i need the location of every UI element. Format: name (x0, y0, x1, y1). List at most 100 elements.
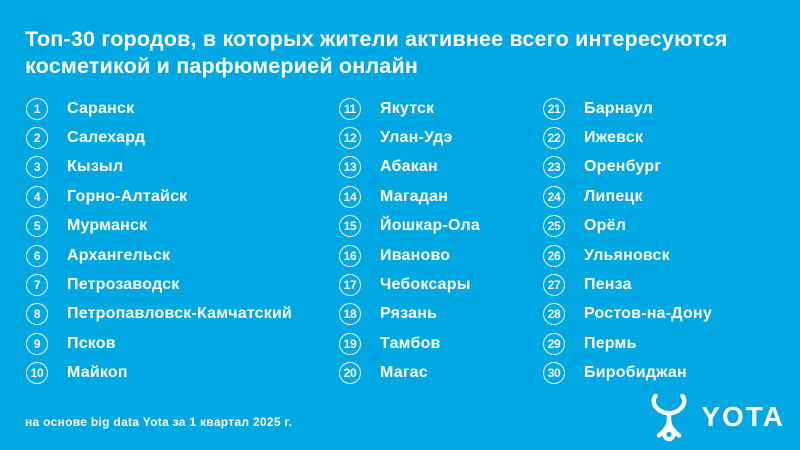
list-item: 8 Петропавловск-Камчатский (26, 300, 292, 329)
title-line-2: косметикой и парфюмерией онлайн (25, 54, 419, 78)
city-label: Архангельск (67, 246, 171, 264)
list-item: 1 Саранск (26, 94, 292, 123)
rank-badge: 11 (339, 97, 361, 120)
rank-badge: 26 (543, 244, 565, 267)
city-label: Ижевск (584, 129, 644, 147)
city-label: Ростов-на-Дону (584, 305, 712, 323)
city-label: Иваново (380, 246, 451, 264)
city-label: Псков (67, 334, 116, 352)
rank-badge: 1 (26, 97, 48, 120)
city-label: Орёл (584, 217, 627, 235)
list-item: 15 Йошкар-Ола (339, 212, 480, 241)
city-label: Мурманск (67, 217, 148, 235)
rank-badge: 10 (26, 362, 48, 385)
rank-badge: 14 (339, 185, 361, 208)
rank-badge: 21 (543, 97, 565, 120)
city-label: Липецк (584, 187, 643, 205)
city-label: Улан-Удэ (380, 129, 453, 147)
city-list-column-3: 21 Барнаул 22 Ижевск 23 Оренбург 24 Липе… (543, 94, 712, 388)
city-label: Ульяновск (584, 246, 670, 264)
yota-logo: YOTA (646, 391, 785, 442)
list-item: 13 Абакан (339, 153, 480, 182)
yota-wordmark: YOTA (701, 400, 785, 432)
city-label: Якутск (380, 99, 435, 117)
list-item: 6 Архангельск (26, 241, 292, 270)
rank-badge: 22 (543, 127, 565, 150)
rank-badge: 6 (26, 244, 48, 267)
list-item: 3 Кызыл (26, 153, 292, 182)
city-label: Магадан (380, 187, 449, 205)
list-item: 2 Салехард (26, 123, 292, 152)
city-label: Рязань (380, 305, 438, 323)
list-item: 17 Чебоксары (339, 270, 480, 299)
rank-badge: 16 (339, 244, 361, 267)
list-item: 16 Иваново (339, 241, 480, 270)
yota-figure-icon (651, 393, 687, 442)
rank-badge: 19 (339, 332, 361, 355)
rank-badge: 20 (339, 362, 361, 385)
city-label: Саранск (67, 99, 135, 117)
city-label: Барнаул (584, 99, 653, 117)
city-label: Петрозаводск (67, 276, 180, 294)
rank-badge: 30 (543, 362, 565, 385)
list-item: 10 Майкоп (26, 359, 292, 388)
rank-badge: 2 (26, 127, 48, 150)
city-label: Тамбов (380, 334, 441, 352)
city-list-column-2: 11 Якутск 12 Улан-Удэ 13 Абакан 14 Магад… (339, 94, 480, 388)
list-item: 30 Биробиджан (543, 359, 712, 388)
title-line-1: Топ-30 городов, в которых жители активне… (25, 27, 728, 51)
rank-badge: 25 (543, 215, 565, 238)
city-label: Пенза (584, 276, 632, 294)
rank-badge: 8 (26, 303, 48, 326)
rank-badge: 5 (26, 215, 48, 238)
list-item: 26 Ульяновск (543, 241, 712, 270)
list-item: 5 Мурманск (26, 212, 292, 241)
city-label: Чебоксары (380, 276, 471, 294)
list-item: 22 Ижевск (543, 123, 712, 152)
city-label: Биробиджан (584, 364, 687, 382)
source-note: на основе big data Yota за 1 квартал 202… (25, 415, 293, 429)
city-label: Кызыл (67, 158, 124, 176)
city-label: Оренбург (584, 158, 662, 176)
city-label: Пермь (584, 334, 637, 352)
list-item: 7 Петрозаводск (26, 270, 292, 299)
city-label: Йошкар-Ола (380, 217, 480, 235)
rank-badge: 23 (543, 156, 565, 179)
list-item: 21 Барнаул (543, 94, 712, 123)
city-label: Салехард (67, 129, 146, 147)
city-label: Абакан (380, 158, 438, 176)
city-label: Майкоп (67, 364, 128, 382)
rank-badge: 12 (339, 127, 361, 150)
list-item: 23 Оренбург (543, 153, 712, 182)
page-title: Топ-30 городов, в которых жители активне… (25, 26, 727, 80)
list-item: 11 Якутск (339, 94, 480, 123)
list-item: 4 Горно-Алтайск (26, 182, 292, 211)
list-item: 9 Псков (26, 329, 292, 358)
rank-badge: 29 (543, 332, 565, 355)
rank-badge: 13 (339, 156, 361, 179)
list-item: 29 Пермь (543, 329, 712, 358)
city-list-column-1: 1 Саранск 2 Салехард 3 Кызыл 4 Горно-Алт… (26, 94, 292, 388)
city-label: Магас (380, 364, 428, 382)
rank-badge: 15 (339, 215, 361, 238)
rank-badge: 7 (26, 274, 48, 297)
city-label: Петропавловск-Камчатский (67, 305, 293, 323)
list-item: 28 Ростов-на-Дону (543, 300, 712, 329)
list-item: 14 Магадан (339, 182, 480, 211)
rank-badge: 9 (26, 332, 48, 355)
rank-badge: 4 (26, 185, 48, 208)
rank-badge: 3 (26, 156, 48, 179)
list-item: 12 Улан-Удэ (339, 123, 480, 152)
list-item: 18 Рязань (339, 300, 480, 329)
list-item: 24 Липецк (543, 182, 712, 211)
rank-badge: 28 (543, 303, 565, 326)
rank-badge: 18 (339, 303, 361, 326)
rank-badge: 17 (339, 274, 361, 297)
list-item: 27 Пенза (543, 270, 712, 299)
city-label: Горно-Алтайск (67, 187, 188, 205)
rank-badge: 27 (543, 274, 565, 297)
list-item: 19 Тамбов (339, 329, 480, 358)
list-item: 25 Орёл (543, 212, 712, 241)
rank-badge: 24 (543, 185, 565, 208)
